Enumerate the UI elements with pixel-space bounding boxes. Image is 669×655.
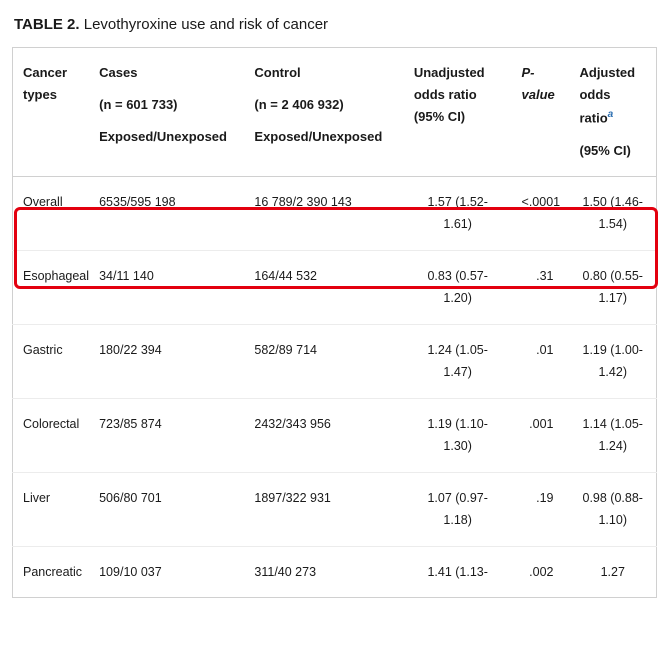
- col-cases: Cases (n = 601 733) Exposed/Unexposed: [89, 48, 244, 177]
- table-row: Overall6535/595 19816 789/2 390 1431.57 …: [13, 176, 657, 250]
- cell-pvalue: <.0001: [512, 176, 570, 250]
- cell-cases: 34/11 140: [89, 250, 244, 324]
- table-row: Esophageal34/11 140164/44 5320.83 (0.57-…: [13, 250, 657, 324]
- table-caption: TABLE 2. Levothyroxine use and risk of c…: [14, 16, 657, 33]
- cell-aor: 1.50 (1.46-1.54): [569, 176, 656, 250]
- cell-control: 16 789/2 390 143: [244, 176, 403, 250]
- cell-type: Pancreatic: [13, 546, 90, 598]
- col-type: Cancer types: [13, 48, 90, 177]
- cell-uor: 1.41 (1.13-: [404, 546, 512, 598]
- table-row: Pancreatic109/10 037311/40 2731.41 (1.13…: [13, 546, 657, 598]
- cell-control: 2432/343 956: [244, 398, 403, 472]
- cell-type: Gastric: [13, 324, 90, 398]
- cell-uor: 0.83 (0.57-1.20): [404, 250, 512, 324]
- cell-pvalue: .01: [512, 324, 570, 398]
- cell-aor: 1.19 (1.00-1.42): [569, 324, 656, 398]
- cell-pvalue: .001: [512, 398, 570, 472]
- cell-cases: 109/10 037: [89, 546, 244, 598]
- table-wrapper: Cancer types Cases (n = 601 733) Exposed…: [12, 47, 657, 598]
- cell-aor: 0.98 (0.88-1.10): [569, 472, 656, 546]
- cell-control: 164/44 532: [244, 250, 403, 324]
- data-table: Cancer types Cases (n = 601 733) Exposed…: [12, 47, 657, 598]
- cell-type: Overall: [13, 176, 90, 250]
- cell-aor: 1.14 (1.05-1.24): [569, 398, 656, 472]
- cell-aor: 0.80 (0.55-1.17): [569, 250, 656, 324]
- cell-uor: 1.24 (1.05-1.47): [404, 324, 512, 398]
- cell-cases: 506/80 701: [89, 472, 244, 546]
- header-row: Cancer types Cases (n = 601 733) Exposed…: [13, 48, 657, 177]
- cell-aor: 1.27: [569, 546, 656, 598]
- cell-cases: 6535/595 198: [89, 176, 244, 250]
- cell-control: 1897/322 931: [244, 472, 403, 546]
- cell-type: Colorectal: [13, 398, 90, 472]
- col-aor: Adjusted odds ratioa (95% CI): [569, 48, 656, 177]
- cell-cases: 723/85 874: [89, 398, 244, 472]
- cell-pvalue: .31: [512, 250, 570, 324]
- cell-uor: 1.19 (1.10-1.30): [404, 398, 512, 472]
- caption-label: TABLE 2.: [14, 16, 80, 33]
- cell-type: Esophageal: [13, 250, 90, 324]
- table-row: Colorectal723/85 8742432/343 9561.19 (1.…: [13, 398, 657, 472]
- footnote-a[interactable]: a: [608, 109, 614, 120]
- table-row: Gastric180/22 394582/89 7141.24 (1.05-1.…: [13, 324, 657, 398]
- cell-type: Liver: [13, 472, 90, 546]
- col-uor: Unadjusted odds ratio (95% CI): [404, 48, 512, 177]
- cell-pvalue: .19: [512, 472, 570, 546]
- col-pvalue: P-value: [512, 48, 570, 177]
- cell-uor: 1.07 (0.97-1.18): [404, 472, 512, 546]
- cell-pvalue: .002: [512, 546, 570, 598]
- caption-text: Levothyroxine use and risk of cancer: [84, 16, 328, 33]
- cell-control: 582/89 714: [244, 324, 403, 398]
- col-control: Control (n = 2 406 932) Exposed/Unexpose…: [244, 48, 403, 177]
- table-row: Liver506/80 7011897/322 9311.07 (0.97-1.…: [13, 472, 657, 546]
- table-body: Overall6535/595 19816 789/2 390 1431.57 …: [13, 176, 657, 598]
- cell-control: 311/40 273: [244, 546, 403, 598]
- cell-uor: 1.57 (1.52-1.61): [404, 176, 512, 250]
- cell-cases: 180/22 394: [89, 324, 244, 398]
